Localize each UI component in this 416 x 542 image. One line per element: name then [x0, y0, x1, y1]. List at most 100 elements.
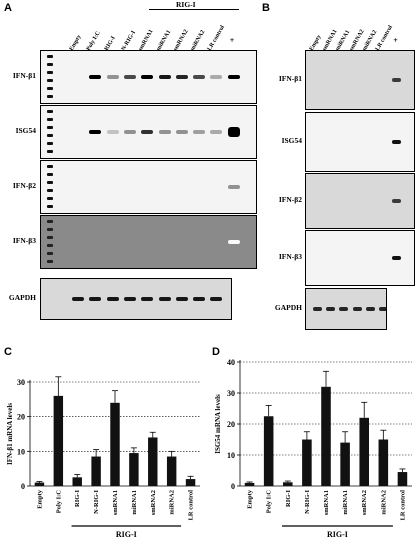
ladder-band — [47, 87, 53, 90]
bar — [340, 442, 350, 486]
gel-band — [123, 130, 136, 134]
y-tick-label: 10 — [227, 451, 235, 460]
gel-band — [227, 127, 240, 137]
ladder-band — [47, 189, 53, 192]
bar — [359, 417, 369, 486]
rig-i-group-line-a — [149, 9, 239, 10]
x-tick-label: smRNA2 — [361, 490, 368, 515]
lane-label-a: smRNA1 — [137, 28, 155, 52]
gel-band — [392, 199, 402, 203]
gel-band — [106, 297, 119, 301]
bar — [244, 482, 255, 486]
bar — [397, 472, 408, 486]
ladder-band — [47, 173, 53, 176]
gel-band — [193, 75, 206, 79]
ladder-band — [47, 252, 53, 255]
gel-band — [158, 130, 171, 134]
x-tick-label: N-RIG-I — [93, 490, 100, 514]
gel-row-label-b: IFN-β3 — [278, 252, 302, 261]
x-tick-label: miRNA1 — [131, 490, 138, 515]
gel-band — [141, 297, 154, 301]
gel-band — [106, 75, 119, 79]
gel-band — [227, 240, 240, 244]
bar — [53, 395, 64, 486]
lane-label-b: LR control — [374, 24, 395, 52]
x-tick-label: RIG-I — [74, 490, 81, 507]
gel-band — [392, 256, 402, 260]
ladder-band — [47, 150, 53, 153]
gel-band — [123, 297, 136, 301]
y-axis-label: ISG54 mRNA levels — [214, 394, 222, 454]
ladder-band — [47, 55, 53, 58]
ladder-band — [47, 205, 53, 208]
rig-i-group-label: RIG-I — [327, 530, 348, 539]
ladder-band — [47, 142, 53, 145]
bar — [185, 479, 196, 486]
x-tick-label: smRNA2 — [150, 490, 157, 515]
chart-d: 0 10 20 30 40 ISG54 mRNA levels Empty Poly I:C R… — [214, 358, 412, 539]
gel-band — [175, 297, 188, 301]
gel-row-label-a: IFN-β3 — [12, 236, 36, 245]
gel-band — [352, 307, 362, 311]
gel-strip-a — [40, 105, 257, 159]
gel-band — [227, 75, 240, 79]
lane-label-a: N-RIG-I — [120, 29, 137, 52]
bar — [91, 456, 101, 486]
bar — [321, 386, 331, 486]
gel-band — [89, 130, 102, 134]
x-tick-label: smRNA1 — [112, 490, 119, 515]
lane-label-b: + — [393, 36, 398, 45]
rig-i-group-label: RIG-I — [116, 530, 137, 539]
lane-label-a: + — [229, 36, 235, 45]
ladder-band — [47, 165, 53, 168]
panel-letter-c: C — [4, 346, 12, 358]
lane-label-a: smRNA2 — [172, 28, 190, 52]
gel-band — [339, 307, 349, 311]
bar — [148, 437, 158, 486]
lane-label-a: Poly I:C — [86, 30, 103, 52]
bar — [283, 482, 293, 486]
x-tick-label: Poly I:C — [55, 490, 62, 514]
x-tick-label: miRNA2 — [380, 490, 387, 515]
rig-i-group-label-a: RIG-I — [176, 0, 196, 9]
panel-letter-d: D — [212, 346, 220, 358]
gel-row-label-a: ISG54 — [15, 126, 36, 135]
x-tick-label: LR control — [399, 490, 406, 521]
gel-row-label-b: IFN-β2 — [278, 195, 302, 204]
gel-band — [193, 130, 206, 134]
lane-label-a: miRNA1 — [155, 29, 172, 52]
gel-band — [106, 130, 119, 134]
gel-row-label-a: IFN-β1 — [12, 71, 36, 80]
gel-band — [210, 75, 223, 79]
bar — [166, 456, 177, 486]
ladder-band — [47, 244, 53, 247]
gel-band — [158, 75, 171, 79]
gel-band — [175, 75, 188, 79]
gel-band — [123, 75, 136, 79]
ladder-band — [47, 197, 53, 200]
gel-band — [193, 297, 206, 301]
x-tick-label: miRNA2 — [169, 490, 176, 515]
ladder-band — [47, 260, 53, 263]
gel-band — [392, 140, 402, 144]
x-tick-label: N-RIG-I — [304, 490, 311, 514]
x-tick-label: LR control — [188, 490, 195, 521]
panel-letter-b: B — [262, 2, 270, 14]
y-axis-label: IFN-β1 mRNA levels — [6, 403, 14, 465]
bar — [129, 453, 139, 486]
ladder-band — [47, 220, 53, 223]
ladder-band — [47, 95, 53, 98]
gel-strip-b — [305, 50, 415, 110]
gel-band — [72, 297, 84, 301]
ladder-band — [47, 134, 53, 137]
ladder-band — [47, 126, 53, 129]
ladder-band — [47, 63, 53, 66]
lane-label-a: miRNA2 — [189, 29, 207, 52]
gel-strip-b — [305, 230, 415, 286]
lane-label-a: LR control — [207, 24, 227, 52]
bar — [110, 402, 120, 486]
y-tick-label: 0 — [21, 482, 25, 491]
ladder-band — [47, 181, 53, 184]
y-tick-label: 20 — [17, 413, 25, 422]
gel-strip-a — [40, 160, 257, 214]
